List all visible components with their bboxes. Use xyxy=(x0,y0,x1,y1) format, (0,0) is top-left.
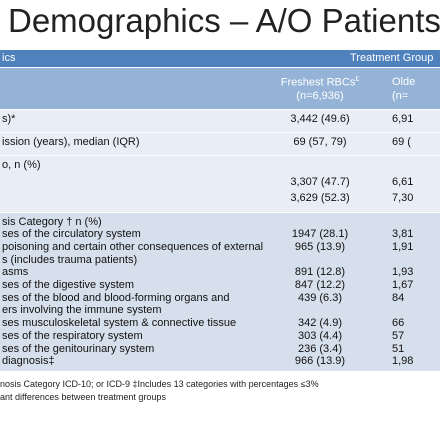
column-n: (n=6,936) xyxy=(296,90,344,102)
row-label: ses of the respiratory system xyxy=(2,329,143,342)
cell-value: 51 xyxy=(392,342,405,355)
row-label: ses of the circulatory system xyxy=(2,228,141,241)
cell-value: 303 (4.4) xyxy=(297,329,343,342)
table-section: ission (years), median (IQR) 69 (57, 79) 6… xyxy=(0,132,440,155)
column-header: Freshest RBCs£ (n=6,936) Olde (n= xyxy=(0,68,440,109)
row-label: sis Category † n (%) xyxy=(2,215,102,228)
cell-value: 236 (3.4) xyxy=(297,342,343,355)
cell-value: 3,442 (49.6) xyxy=(290,113,350,125)
column-name-text: Olde xyxy=(392,76,416,88)
column-name: Freshest RBCs£ xyxy=(260,76,380,89)
row-label: poisoning and certain other consequences… xyxy=(2,240,264,253)
cell-value: 6,91 xyxy=(392,113,414,125)
cell-value: 7,30 xyxy=(392,192,414,204)
header-label: ics xyxy=(2,52,16,64)
cell-value: 966 (13.9) xyxy=(294,355,346,368)
row-label: ses of the digestive system xyxy=(2,279,135,291)
cell-value: 1,93 xyxy=(392,266,414,279)
cell-value: 439 (6.3) xyxy=(297,291,343,304)
cell-value: 342 (4.9) xyxy=(297,317,343,330)
row-label: o, n (%) xyxy=(2,159,41,171)
row-label: ers involving the immune system xyxy=(2,304,162,317)
cell-value: 3,81 xyxy=(392,228,414,241)
cell-value: 6,61 xyxy=(392,175,414,188)
row-label: s)* xyxy=(2,113,16,125)
table-section: sis Category † n (%) ses of the circulato… xyxy=(0,211,440,371)
cell-value: 1,91 xyxy=(392,240,414,253)
row-label: ses of the genitourinary system xyxy=(2,342,155,355)
cell-value: 847 (12.2) xyxy=(294,279,346,291)
table-section: s)* 3,442 (49.6) 6,91 xyxy=(0,109,440,132)
cell-value: 3,307 (47.7) xyxy=(290,175,350,188)
footnote: nosis Category ICD-10; or ICD-9 ‡Include… xyxy=(0,378,319,389)
column-name: Olde xyxy=(392,76,415,88)
group-label: Treatment Group xyxy=(350,52,434,64)
row-label: ses musculoskeletal system & connective … xyxy=(2,317,237,330)
row-label: diagnosis‡ xyxy=(2,355,55,368)
cell-value: 69 (57, 79) xyxy=(293,136,347,148)
cell-value: 965 (13.9) xyxy=(294,240,346,253)
footnote: ant differences between treatment groups xyxy=(0,391,166,402)
cell-value: 1,67 xyxy=(392,279,414,291)
cell-value: 66 xyxy=(392,317,405,330)
table-section: o, n (%) 3,307 (47.7) 6,61 3,629 (52.3) 7,30 xyxy=(0,155,440,212)
cell-value: 69 ( xyxy=(392,136,411,148)
column-n: (n= xyxy=(392,90,409,102)
column-name-text: Freshest RBCs xyxy=(280,76,356,89)
row-label: ses of the blood and blood-forming organ… xyxy=(2,291,230,304)
cell-value: 1947 (28.1) xyxy=(291,228,349,241)
group-header: ics Treatment Group xyxy=(0,50,440,67)
title: Demographics – A/O Patients xyxy=(8,2,440,39)
row-label: asms xyxy=(2,266,29,279)
row-label: ission (years), median (IQR) xyxy=(2,136,140,148)
cell-value: 1,98 xyxy=(392,355,414,368)
column-sup: £ xyxy=(355,76,360,83)
row-label: s (includes trauma patients) xyxy=(2,253,138,266)
cell-value: 3,629 (52.3) xyxy=(290,192,350,204)
cell-value: 57 xyxy=(392,329,405,342)
cell-value: 84 xyxy=(392,291,405,304)
cell-value: 891 (12.8) xyxy=(294,266,346,279)
